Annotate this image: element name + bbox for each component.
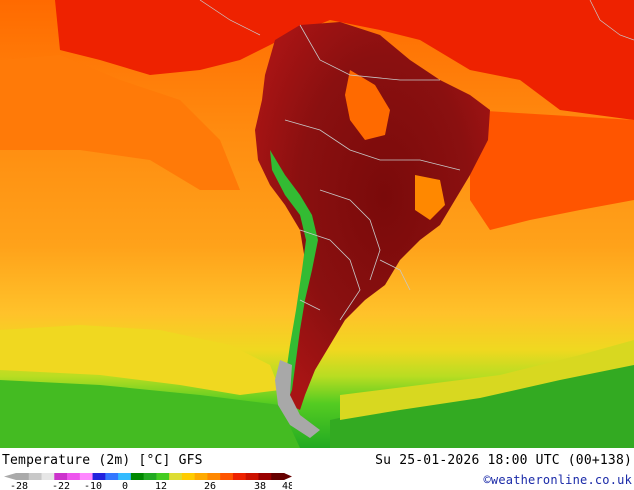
valid-time: Su 25-01-2026 18:00 UTC (00+138) bbox=[375, 453, 632, 468]
south-atlantic-green bbox=[330, 360, 634, 448]
country-borders bbox=[284, 24, 461, 321]
legend-tick-label: 0 bbox=[122, 481, 128, 490]
south-atlantic-yellow bbox=[340, 340, 634, 420]
northern-warm-band bbox=[55, 0, 634, 120]
legend-swatch bbox=[181, 473, 196, 480]
north-borders bbox=[199, 0, 634, 41]
credit-link[interactable]: ©weatheronline.co.uk bbox=[483, 473, 632, 487]
legend-swatch bbox=[220, 473, 234, 480]
southern-yellow-band bbox=[0, 325, 280, 395]
south-america-land bbox=[255, 22, 490, 410]
southern-green-band bbox=[0, 380, 300, 448]
legend-swatch bbox=[194, 473, 208, 480]
legend-swatch bbox=[28, 473, 43, 480]
patagonia-ice bbox=[275, 360, 320, 438]
legend-swatch bbox=[118, 473, 132, 480]
brazil-highlands-patch bbox=[415, 175, 445, 220]
temperature-map bbox=[0, 0, 634, 448]
legend-swatch bbox=[156, 473, 170, 480]
legend-swatch bbox=[92, 473, 106, 480]
legend-swatch bbox=[169, 473, 183, 480]
footer: Temperature (2m) [°C] GFS Su 25-01-2026 … bbox=[0, 448, 634, 490]
legend-tick-label: -28 bbox=[10, 481, 28, 490]
legend-swatch bbox=[245, 473, 259, 480]
legend-tick-label: 38 bbox=[254, 481, 266, 490]
legend-swatch bbox=[16, 473, 30, 480]
andes-cool-strip bbox=[270, 150, 318, 400]
legend-swatch bbox=[41, 473, 55, 480]
legend-swatch bbox=[54, 473, 68, 480]
legend-swatch bbox=[258, 473, 272, 480]
legend-swatch bbox=[67, 473, 81, 480]
legend-swatch bbox=[271, 473, 285, 480]
legend-tick-label: -22 bbox=[52, 481, 70, 490]
east-atlantic-warm bbox=[470, 110, 634, 230]
legend-tick-label: -10 bbox=[84, 481, 102, 490]
legend-swatch bbox=[105, 473, 119, 480]
legend-swatch bbox=[79, 473, 94, 480]
legend-tick-label: 48 bbox=[282, 481, 292, 490]
legend-swatch bbox=[232, 473, 247, 480]
pacific-warm-left bbox=[0, 55, 240, 190]
legend-tick-label: 26 bbox=[204, 481, 216, 490]
color-legend: -28 -22 -10 0 12 26 38 48 bbox=[4, 473, 292, 490]
legend-arrow-high bbox=[284, 473, 292, 480]
legend-swatch bbox=[207, 473, 221, 480]
amazon-warm-patch bbox=[345, 70, 390, 140]
legend-swatch bbox=[130, 473, 145, 480]
legend-swatch bbox=[143, 473, 157, 480]
map-title: Temperature (2m) [°C] GFS bbox=[2, 453, 203, 468]
legend-tick-label: 12 bbox=[155, 481, 167, 490]
legend-arrow-low bbox=[4, 473, 16, 480]
